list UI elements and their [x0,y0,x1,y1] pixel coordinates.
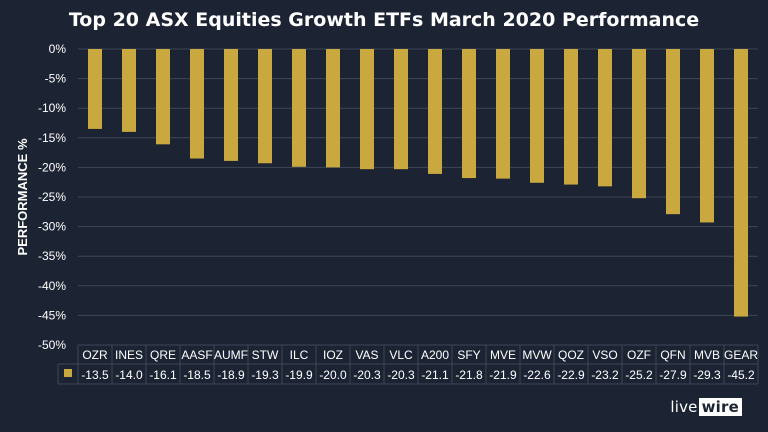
y-tick-label: -35% [38,249,66,263]
data-label: -14.0 [115,368,143,382]
bar [326,49,340,168]
bar [632,49,646,199]
data-label: -21.1 [421,368,449,382]
data-label: -21.8 [455,368,483,382]
bar [700,49,714,223]
y-axis-title: PERFORMANCE % [15,138,30,255]
data-label: -21.9 [489,368,517,382]
x-tick-label: VAS [355,348,378,362]
y-tick-label: -10% [38,101,66,115]
data-label: -20.3 [387,368,415,382]
bar [666,49,680,215]
y-tick-label: -45% [38,308,66,322]
x-tick-label: STW [252,348,279,362]
bar [734,49,748,317]
x-tick-label: QFN [660,348,685,362]
x-tick-label: VLC [389,348,413,362]
data-label: -25.2 [625,368,653,382]
bar [156,49,170,145]
x-tick-label: MVW [522,348,552,362]
bar [394,49,408,170]
x-tick-label: ILC [290,348,309,362]
data-label: -19.9 [285,368,313,382]
y-tick-label: -30% [38,220,66,234]
y-tick-label: -15% [38,131,66,145]
y-tick-label: 0% [49,42,67,56]
data-label: -18.5 [183,368,211,382]
data-label: -22.6 [523,368,551,382]
data-label: -23.2 [591,368,619,382]
bar [190,49,204,159]
bar [122,49,136,132]
bar [564,49,578,185]
x-tick-label: QRE [150,348,176,362]
bar [598,49,612,187]
bar [428,49,442,174]
x-tick-label: MVE [490,348,516,362]
bar [496,49,510,179]
x-tick-label: OZR [82,348,108,362]
data-label: -13.5 [81,368,109,382]
data-label: -19.3 [251,368,279,382]
bar [258,49,272,164]
data-label: -45.2 [727,368,755,382]
y-tick-label: -5% [45,72,67,86]
legend-key [64,369,72,377]
data-label: -29.3 [693,368,721,382]
bar [462,49,476,179]
data-label: -16.1 [149,368,177,382]
data-label: -22.9 [557,368,585,382]
x-tick-label: A200 [421,348,449,362]
y-tick-label: -50% [38,338,66,352]
chart-title: Top 20 ASX Equities Growth ETFs March 20… [68,9,700,31]
x-tick-label: MVB [694,348,720,362]
bar [88,49,102,129]
x-tick-label: SFY [457,348,480,362]
x-tick-label: OZF [627,348,651,362]
x-tick-label: IOZ [323,348,343,362]
x-tick-label: GEAR [724,348,758,362]
bar [292,49,306,167]
bar [530,49,544,183]
y-tick-label: -20% [38,160,66,174]
bar [224,49,238,161]
x-tick-label: INES [115,348,143,362]
x-tick-label: QOZ [558,348,584,362]
x-tick-label: AASF [181,348,212,362]
bar [360,49,374,170]
x-tick-label: VSO [592,348,617,362]
x-tick-label: AUMF [214,348,248,362]
livewire-logo: live wire [670,398,742,416]
data-label: -20.0 [319,368,347,382]
data-label: -27.9 [659,368,687,382]
y-tick-label: -25% [38,190,66,204]
data-label: -20.3 [353,368,381,382]
y-tick-label: -40% [38,279,66,293]
data-label: -18.9 [217,368,245,382]
